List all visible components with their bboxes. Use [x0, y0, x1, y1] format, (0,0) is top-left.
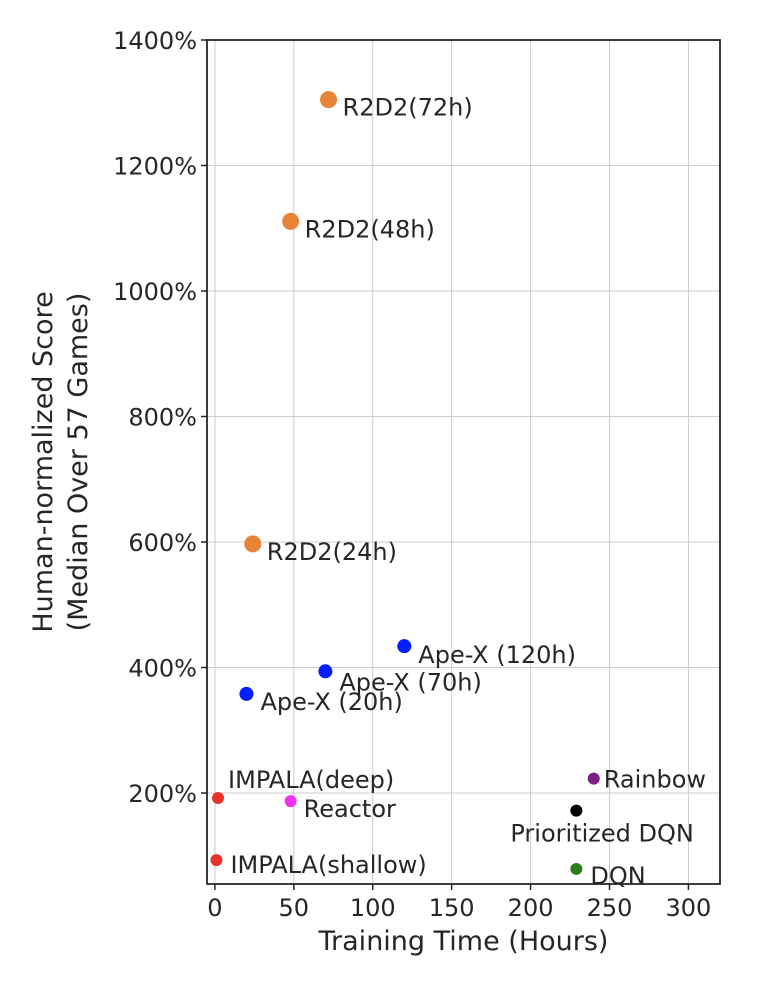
data-points [210, 91, 600, 875]
y-axis-label: Human-normalized Score (Median Over 57 Ga… [28, 291, 94, 632]
y-axis-label-line: (Median Over 57 Games) [63, 293, 94, 632]
point-label: R2D2(24h) [267, 538, 397, 566]
data-point [570, 862, 583, 875]
point-labels: R2D2(72h)R2D2(48h)R2D2(24h)Ape-X (120h)A… [228, 94, 706, 890]
y-tick-label: 800% [128, 404, 197, 432]
point-label: Ape-X (70h) [339, 668, 481, 696]
data-point [239, 686, 254, 701]
axis-ticks: 0 50 100 150 200 250 300 200% 400% 600% 800% 1000% 1… [113, 27, 711, 922]
y-tick-label: 200% [128, 780, 197, 808]
point-label: Reactor [304, 795, 396, 823]
x-tick-label: 200 [508, 894, 554, 922]
data-point [284, 795, 297, 808]
grid-lines [207, 39, 720, 884]
data-point [318, 664, 333, 679]
data-point [587, 772, 600, 785]
data-point [244, 535, 262, 553]
x-axis-label: Training Time (Hours) [318, 926, 609, 957]
y-axis-label-line: Human-normalized Score [28, 291, 59, 632]
x-tick-label: 150 [429, 894, 475, 922]
data-point [282, 212, 300, 230]
y-tick-label: 400% [128, 655, 197, 683]
x-tick-label: 300 [666, 894, 712, 922]
point-label: Prioritized DQN [510, 820, 693, 848]
point-label: Ape-X (20h) [260, 688, 402, 716]
point-label: R2D2(48h) [305, 215, 435, 243]
point-label: Rainbow [604, 766, 706, 794]
y-tick-label: 1000% [113, 278, 197, 306]
data-point [210, 854, 223, 867]
x-tick-label: 250 [587, 894, 633, 922]
plot-frame [206, 39, 721, 885]
point-label: IMPALA(shallow) [230, 851, 426, 879]
y-tick-label: 1400% [113, 27, 197, 55]
point-label: R2D2(72h) [343, 94, 473, 122]
point-label: IMPALA(deep) [228, 766, 394, 794]
point-label: Ape-X (120h) [418, 641, 576, 669]
x-tick-label: 50 [279, 894, 310, 922]
y-tick-label: 600% [128, 529, 197, 557]
x-tick-label: 0 [207, 894, 222, 922]
point-label: DQN [590, 862, 645, 890]
data-point [397, 639, 412, 654]
x-tick-label: 100 [350, 894, 396, 922]
data-point [570, 804, 583, 817]
data-point [212, 792, 225, 805]
data-point [320, 91, 338, 109]
y-tick-label: 1200% [113, 153, 197, 181]
